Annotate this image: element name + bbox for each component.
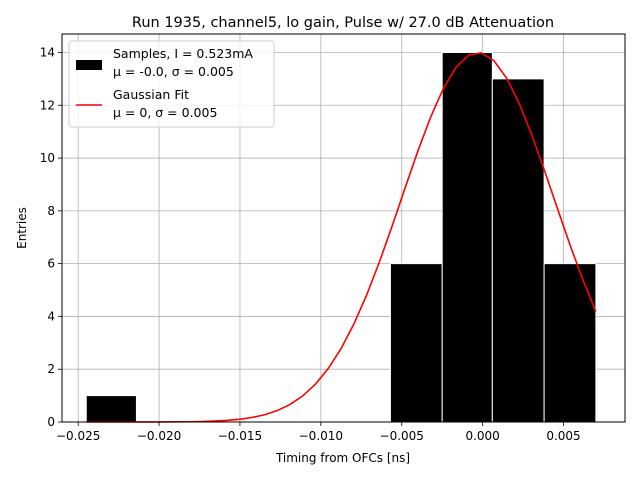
y-tick-label: 8: [47, 204, 55, 218]
histogram-bars: [85, 51, 597, 423]
y-axis: 0 2 4 6 8 10 12 14: [40, 45, 62, 429]
legend-fit-name: Gaussian Fit: [113, 87, 189, 102]
x-tick-label: −0.005: [380, 429, 424, 443]
histogram-bar: [491, 78, 545, 423]
x-axis-label: Timing from OFCs [ns]: [275, 451, 410, 465]
legend-fit-stats: μ = 0, σ = 0.005: [113, 105, 217, 120]
histogram-bar: [441, 51, 493, 423]
histogram-bar: [85, 395, 137, 423]
y-tick-label: 0: [47, 415, 55, 429]
y-axis-label: Entries: [15, 207, 29, 249]
y-tick-label: 14: [40, 45, 55, 59]
y-tick-label: 10: [40, 151, 55, 165]
histogram-bar: [389, 263, 443, 423]
legend-samples-swatch: [76, 60, 102, 70]
plot-frame: [61, 33, 626, 423]
y-tick-label: 2: [47, 362, 55, 376]
y-tick-label: 6: [47, 257, 55, 271]
x-tick-label: −0.025: [56, 429, 100, 443]
histogram-bar: [543, 263, 597, 423]
x-axis: −0.025 −0.020 −0.015 −0.010 −0.005 0.000 0.005: [56, 422, 581, 443]
x-tick-label: 0.005: [546, 429, 580, 443]
x-tick-label: −0.015: [218, 429, 262, 443]
legend-samples-name: Samples, I = 0.523mA: [113, 46, 253, 61]
legend: Samples, I = 0.523mA μ = -0.0, σ = 0.005…: [68, 40, 275, 128]
legend-samples-stats: μ = -0.0, σ = 0.005: [113, 64, 234, 79]
chart-title: Run 1935, channel5, lo gain, Pulse w/ 27…: [132, 15, 554, 31]
y-tick-label: 12: [40, 98, 55, 112]
x-tick-label: −0.020: [137, 429, 181, 443]
y-tick-label: 4: [47, 309, 55, 323]
legend-frame: [68, 40, 275, 128]
x-tick-label: −0.010: [299, 429, 343, 443]
x-tick-label: 0.000: [465, 429, 499, 443]
